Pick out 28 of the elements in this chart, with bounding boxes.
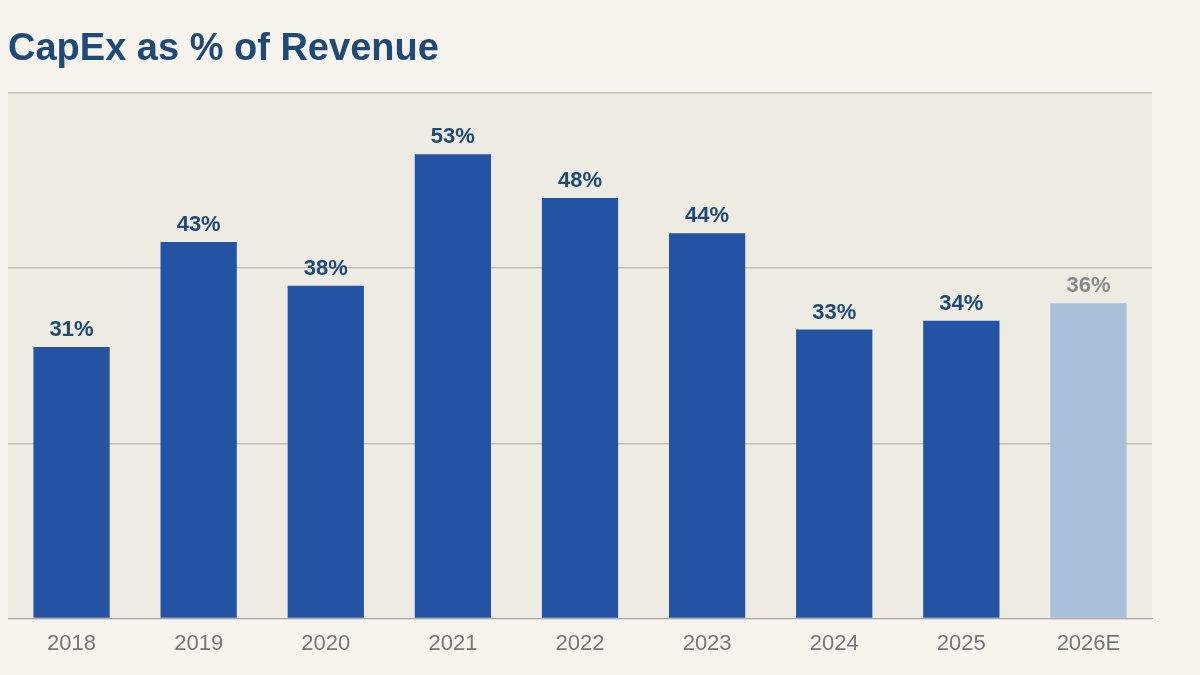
bar bbox=[923, 320, 1000, 618]
x-tick-label: 2023 bbox=[682, 629, 732, 655]
x-tick-label: 2018 bbox=[47, 629, 97, 655]
x-tick-label: 2019 bbox=[174, 629, 224, 655]
bar bbox=[1050, 303, 1127, 618]
bar bbox=[287, 285, 364, 618]
data-label: 38% bbox=[303, 254, 348, 280]
bar bbox=[668, 233, 746, 618]
x-tick-label: 2022 bbox=[555, 629, 605, 655]
data-label: 31% bbox=[49, 316, 94, 342]
x-tick-label: 2024 bbox=[809, 629, 859, 655]
data-label: 48% bbox=[557, 167, 603, 193]
data-label: 36% bbox=[1066, 272, 1111, 298]
bar bbox=[414, 154, 492, 618]
x-tick-label: 2026E bbox=[1056, 629, 1121, 655]
data-label: 44% bbox=[685, 202, 730, 228]
x-tick-label: 2020 bbox=[301, 629, 351, 655]
bar bbox=[796, 329, 873, 618]
x-tick-label: 2021 bbox=[428, 629, 478, 655]
data-label: 34% bbox=[939, 289, 984, 315]
bar bbox=[160, 241, 237, 618]
data-label: 33% bbox=[812, 298, 857, 324]
x-tick-label: 2025 bbox=[936, 629, 986, 655]
chart-title: CapEx as % of Revenue bbox=[8, 26, 439, 69]
data-label: 43% bbox=[176, 210, 221, 236]
bar bbox=[33, 347, 110, 618]
data-label: 53% bbox=[430, 123, 475, 149]
bar bbox=[541, 198, 619, 618]
